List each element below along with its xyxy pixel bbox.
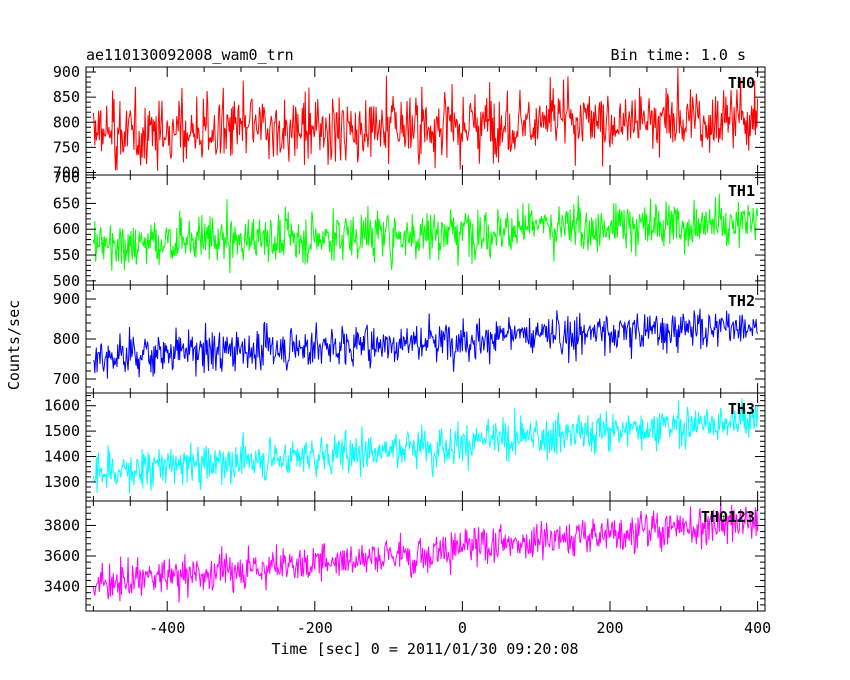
y-tick-label: 700 (53, 163, 80, 181)
panel-th3: 1300 1400 1500 1600 TH3 (44, 392, 766, 502)
y-tick-label: 750 (53, 138, 80, 156)
chart-title: ae110130092008_wam0_trn (86, 46, 294, 64)
y-tick-label: 900 (53, 290, 80, 308)
y-tick-label: 800 (53, 113, 80, 131)
y-tick-label: 1400 (44, 448, 80, 466)
panel-label: TH0 (728, 74, 755, 92)
series-th0 (92, 67, 759, 171)
y-tick-label: 800 (53, 330, 80, 348)
y-tick-label: 700 (53, 169, 80, 187)
panels: 700 750 800 850 900 TH0 500 550 600 650 700 TH1 700 8… (44, 63, 766, 612)
y-tick-label: 600 (53, 220, 80, 238)
y-tick-label: 500 (53, 272, 80, 290)
series-th2 (92, 308, 759, 379)
y-tick-label: 700 (53, 370, 80, 388)
x-axis-label: Time [sec] 0 = 2011/01/30 09:20:08 (271, 640, 578, 658)
x-tick-label: 200 (596, 619, 623, 637)
panel-label: TH1 (728, 182, 755, 200)
x-tick-label: 0 (458, 619, 467, 637)
y-tick-label: 3800 (44, 516, 80, 534)
x-tick-label: -200 (297, 619, 333, 637)
y-tick-label: 3600 (44, 547, 80, 565)
series-th3 (92, 398, 759, 494)
y-tick-label: 1300 (44, 473, 80, 491)
y-tick-label: 900 (53, 63, 80, 81)
panel-label: TH0123 (701, 508, 755, 526)
y-tick-label: 1600 (44, 397, 80, 415)
panel-label: TH3 (728, 400, 755, 418)
bin-time-label: Bin time: 1.0 s (611, 46, 746, 64)
series-th1 (92, 193, 759, 274)
x-tick-label: -400 (149, 619, 185, 637)
panel-th0: 700 750 800 850 900 TH0 (53, 63, 766, 181)
y-axis-label: Counts/sec (5, 300, 23, 390)
y-tick-label: 650 (53, 194, 80, 212)
series-th0123 (92, 503, 759, 603)
panel-th2: 700 800 900 TH2 (53, 284, 766, 394)
panel-th0123: 3400 3600 3800 TH0123 (44, 500, 766, 612)
panel-label: TH2 (728, 292, 755, 310)
panel-th1: 500 550 600 650 700 TH1 (53, 169, 766, 290)
x-axis: -400 -200 0 200 400 (149, 619, 771, 637)
y-tick-label: 550 (53, 246, 80, 264)
x-tick-label: 400 (744, 619, 771, 637)
y-tick-label: 1500 (44, 422, 80, 440)
y-tick-label: 850 (53, 88, 80, 106)
y-tick-label: 3400 (44, 578, 80, 596)
